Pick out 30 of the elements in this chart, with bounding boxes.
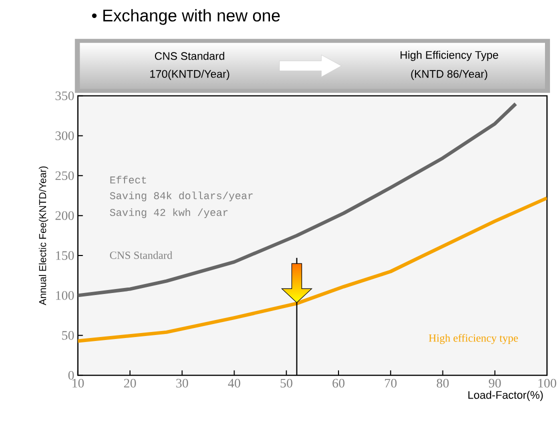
text: High Efficiency Type: [400, 50, 498, 61]
y-tick-label: 50: [62, 330, 74, 340]
x-tick-label: 60: [332, 378, 344, 388]
y-tick-label: 250: [56, 171, 74, 180]
y-tick-label: 150: [56, 251, 74, 260]
series-label: CNS Standard: [110, 251, 172, 259]
y-axis-title: Annual Electic Fee(KNTD/Year): [38, 166, 48, 306]
x-tick-label: 90: [488, 378, 501, 388]
text: 170(KNTD/Year): [150, 70, 230, 80]
annotation: Effect: [110, 176, 146, 184]
chart-title: • Exchange with new one: [92, 8, 280, 25]
x-tick-label: 20: [124, 378, 136, 388]
x-tick-label: 30: [176, 378, 188, 388]
x-tick-label: 50: [280, 378, 292, 388]
annotation: Saving 84k dollars/year: [110, 191, 253, 202]
y-tick-label: 350: [56, 91, 74, 100]
annotation: Saving 42 kwh /year: [110, 208, 228, 218]
text: (KNTD 86/Year): [411, 70, 488, 80]
y-tick-label: 0: [68, 370, 74, 380]
x-tick-label: 40: [228, 378, 240, 388]
text: High efficiency type: [428, 334, 518, 344]
x-tick-label: 70: [385, 378, 397, 388]
y-tick-label: 100: [56, 290, 74, 300]
x-tick-label: 10: [72, 378, 84, 388]
x-tick-label: 80: [436, 378, 449, 388]
x-axis-title: Load-Factor(%): [468, 390, 543, 401]
y-tick-label: 300: [56, 131, 74, 140]
y-tick-label: 200: [56, 211, 74, 220]
text: CNS Standard: [154, 52, 224, 60]
x-tick-label: 100: [538, 378, 556, 388]
